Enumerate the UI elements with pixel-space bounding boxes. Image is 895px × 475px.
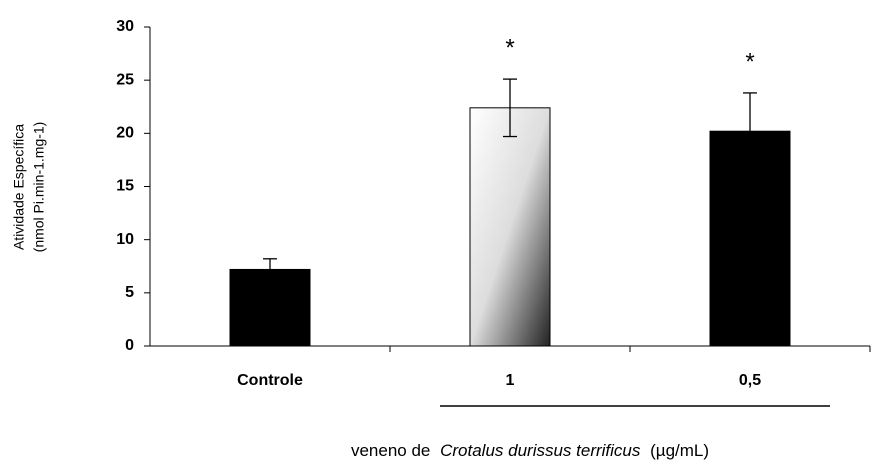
error-bar	[263, 258, 277, 281]
x-label-part: (µg/mL)	[650, 441, 709, 460]
y-tick-label: 5	[125, 284, 134, 301]
bar	[229, 268, 311, 347]
x-label-part: Crotalus durissus terrificus	[440, 441, 641, 460]
x-tick-label: 1	[506, 372, 515, 389]
annotation: *	[745, 48, 754, 75]
y-label-line: Atividade Específica	[11, 124, 27, 250]
annotation: *	[505, 34, 514, 61]
y-tick-label: 15	[116, 178, 134, 195]
y-tick-label: 20	[116, 125, 134, 142]
y-tick-label: 25	[116, 71, 134, 88]
y-tick-label: 10	[116, 231, 134, 248]
y-axis-label: Atividade Específica (nmol Pi.min-1.mg-1…	[11, 122, 47, 253]
y-tick-label: 0	[125, 337, 134, 354]
x-tick-label: Controle	[237, 372, 303, 389]
x-tick-label: 0,5	[739, 372, 761, 389]
x-label-part: veneno de	[351, 441, 430, 460]
error-bar	[503, 78, 517, 138]
y-label-line: (nmol Pi.min-1.mg-1)	[31, 122, 47, 253]
y-tick-label: 30	[116, 18, 134, 35]
error-bar	[743, 92, 757, 171]
bar	[469, 107, 551, 347]
x-axis-label: veneno de Crotalus durissus terrificus (…	[351, 441, 709, 460]
